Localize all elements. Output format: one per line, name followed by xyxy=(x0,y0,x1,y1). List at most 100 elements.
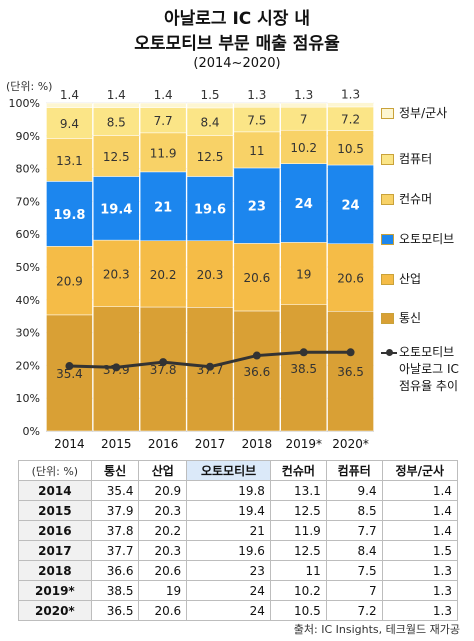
table-cell: 37.7 xyxy=(90,540,140,561)
data-label: 37.8 xyxy=(150,363,177,377)
table-row: 2016 37.8 20.2 21 11.9 7.7 1.4 xyxy=(18,520,459,541)
bar-segment xyxy=(46,107,93,139)
bar-segment xyxy=(139,132,187,173)
bar-segment xyxy=(280,242,327,305)
table-cell: 20.9 xyxy=(138,480,188,501)
bar-segment xyxy=(186,240,234,308)
chart-title-line1: 아날로그 IC 시장 내 xyxy=(163,9,311,29)
table-cell: 13.1 xyxy=(269,480,327,501)
table-header-cell: (단위: %) xyxy=(18,460,92,481)
legend-label-line: 점유율 추이 xyxy=(399,379,459,393)
data-label: 35.4 xyxy=(56,367,83,381)
trend-point xyxy=(65,362,74,371)
table-header-cell: 정부/군사 xyxy=(381,460,459,481)
chart-period: (2014~2020) xyxy=(193,56,281,71)
table-header-row: (단위: %) 통신 산업 오토모티브 컨슈머 컴퓨터 정부/군사 xyxy=(18,460,459,481)
bar-segment xyxy=(233,167,281,244)
data-label: 1.3 xyxy=(247,88,266,102)
bar-segment xyxy=(327,164,374,244)
data-label: 1.3 xyxy=(341,88,360,102)
data-label: 1.4 xyxy=(107,88,126,102)
x-tick-label: 2017 xyxy=(195,437,226,451)
x-tick-label: 2014 xyxy=(54,437,85,451)
x-tick-label: 2015 xyxy=(101,437,132,451)
bar-segment xyxy=(93,107,140,136)
y-tick-label: 80% xyxy=(16,163,40,176)
table-header-cell: 산업 xyxy=(138,460,188,481)
table-cell: 20.3 xyxy=(138,500,188,521)
data-label: 12.5 xyxy=(103,150,130,164)
bar-segment xyxy=(280,129,327,164)
table-year-cell: 2017 xyxy=(18,540,92,561)
data-label: 20.9 xyxy=(56,275,83,289)
table-year-cell: 2016 xyxy=(18,520,92,541)
y-tick-label: 100% xyxy=(9,97,40,110)
bar-segment xyxy=(93,239,140,307)
table-cell: 12.5 xyxy=(269,500,327,521)
data-label: 7.5 xyxy=(247,114,266,128)
table-cell: 7 xyxy=(325,580,383,601)
table-cell: 11 xyxy=(269,560,327,581)
legend-label: 컴퓨터 xyxy=(399,152,433,166)
legend-swatch xyxy=(381,234,394,245)
bar-segment xyxy=(93,102,140,108)
table-cell: 20.3 xyxy=(138,540,188,561)
data-label: 19.4 xyxy=(100,202,132,217)
x-tick-label: 2018 xyxy=(242,437,273,451)
bar-segment xyxy=(327,130,374,166)
trend-point xyxy=(299,348,308,357)
trend-point xyxy=(112,363,121,372)
data-label: 10.5 xyxy=(337,142,364,156)
data-label: 11.9 xyxy=(150,146,177,160)
table-cell: 20.2 xyxy=(138,520,188,541)
data-label: 8.4 xyxy=(200,116,219,130)
y-tick-label: 30% xyxy=(16,327,40,340)
table-cell: 23 xyxy=(186,560,271,581)
table-year-cell: 2014 xyxy=(18,480,92,501)
data-label: 11 xyxy=(249,144,264,158)
table-header-cell: 통신 xyxy=(90,460,140,481)
table-cell: 7.7 xyxy=(325,520,383,541)
legend-swatch xyxy=(381,108,394,119)
legend-label: 오토모티브 xyxy=(399,232,455,246)
table-cell: 12.5 xyxy=(269,540,327,561)
legend-label: 정부/군사 xyxy=(399,106,448,120)
data-label: 36.6 xyxy=(243,365,270,379)
source-note: 출처: IC Insights, 테크월드 재가공 xyxy=(293,623,460,636)
data-label: 24 xyxy=(342,198,360,213)
bar-segment xyxy=(280,102,327,108)
table-cell: 24 xyxy=(186,580,271,601)
data-label: 20.2 xyxy=(150,268,177,282)
legend-label-line: 오토모티브 xyxy=(399,345,455,359)
table-cell: 20.6 xyxy=(138,560,188,581)
bar-segment xyxy=(233,107,281,133)
table-row: 2020* 36.5 20.6 24 10.5 7.2 1.3 xyxy=(18,600,459,621)
table-cell: 1.4 xyxy=(381,520,459,541)
table-cell: 8.5 xyxy=(325,500,383,521)
bar-segment xyxy=(46,246,93,316)
bar-segment xyxy=(93,135,140,177)
table-cell: 1.4 xyxy=(381,500,459,521)
table-header-cell: 컨슈머 xyxy=(269,460,327,481)
table-row: 2018 36.6 20.6 23 11 7.5 1.3 xyxy=(18,560,459,581)
table-year-cell: 2018 xyxy=(18,560,92,581)
table-cell: 19.6 xyxy=(186,540,271,561)
data-label: 1.3 xyxy=(294,88,313,102)
table-cell: 21 xyxy=(186,520,271,541)
bar-segment xyxy=(233,310,281,432)
table-cell: 7.2 xyxy=(325,600,383,621)
data-label: 36.5 xyxy=(337,365,364,379)
data-label: 12.5 xyxy=(197,150,224,164)
table-cell: 37.9 xyxy=(90,500,140,521)
bar-segment xyxy=(233,131,281,169)
data-label: 20.3 xyxy=(197,268,224,282)
table-cell: 10.2 xyxy=(269,580,327,601)
table-cell: 19 xyxy=(138,580,188,601)
table-cell: 36.6 xyxy=(90,560,140,581)
bar-segment xyxy=(186,102,234,109)
legend-label-line: 아날로그 IC xyxy=(399,362,459,376)
table-body: 2014 35.4 20.9 19.8 13.1 9.4 1.4 2015 37.9 20.3 19… xyxy=(18,480,459,621)
bar-segment xyxy=(46,181,93,247)
bar-segment xyxy=(186,107,234,136)
